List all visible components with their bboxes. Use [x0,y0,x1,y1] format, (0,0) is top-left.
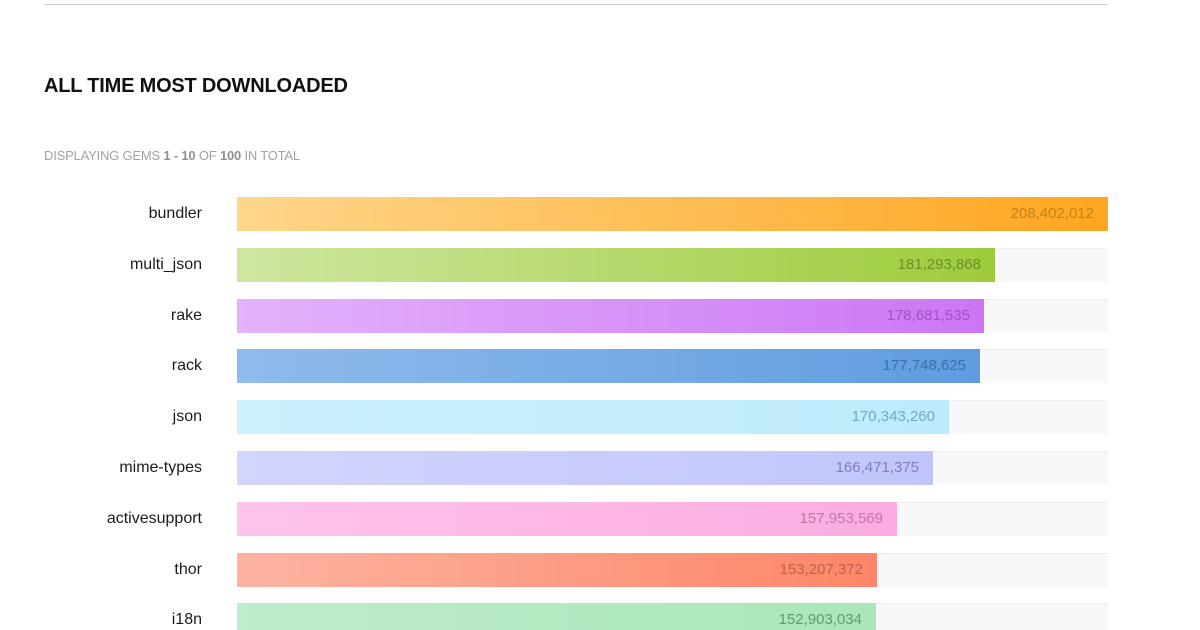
gem-row: multi_json 181,293,868 [0,247,1200,282]
pagination-of: OF [198,148,217,163]
section-title: ALL TIME MOST DOWNLOADED [44,75,348,97]
download-count: 208,402,012 [1010,205,1094,222]
download-bar-track: 208,402,012 [237,197,1108,231]
download-count: 153,207,372 [779,560,863,578]
gem-name-link[interactable]: activesupport [106,509,202,527]
pagination-prefix: DISPLAYING GEMS [44,148,160,163]
gem-row: rake 178,681,535 [0,298,1200,333]
download-count: 157,953,569 [799,509,883,527]
pagination-total: 100 [219,148,242,163]
download-bar-fill: 152,903,034 [237,603,876,630]
download-bar-track: 178,681,535 [237,298,1108,333]
gem-row: activesupport 157,953,569 [0,501,1200,536]
gem-name-link[interactable]: json [172,408,202,426]
download-count: 181,293,868 [897,255,981,273]
download-bar-fill: 208,402,012 [237,197,1108,231]
download-count: 152,903,034 [778,611,862,629]
download-bar-fill: 157,953,569 [237,501,897,536]
gem-row: i18n 152,903,034 [0,603,1200,630]
gem-name-link[interactable]: i18n [171,611,202,629]
download-count: 170,343,260 [851,408,935,426]
gem-name-link[interactable]: bundler [148,205,202,222]
download-bar-track: 170,343,260 [237,400,1108,435]
download-bar-fill: 178,681,535 [237,298,984,333]
pagination-info: DISPLAYING GEMS 1 - 10 OF 100 IN TOTAL [44,148,300,163]
download-bar-track: 153,207,372 [237,552,1108,587]
download-count: 177,748,625 [882,357,966,375]
download-count: 178,681,535 [886,306,970,324]
pagination-range: 1 - 10 [163,148,196,163]
gem-row: rack 177,748,625 [0,349,1200,384]
gem-row: json 170,343,260 [0,400,1200,435]
gem-name-link[interactable]: multi_json [129,255,202,273]
gem-name-link[interactable]: thor [174,560,202,578]
download-count: 166,471,375 [835,459,919,476]
download-bar-fill: 177,748,625 [237,349,980,384]
download-bar-track: 157,953,569 [237,501,1108,536]
top-divider [44,4,1108,5]
gem-row: mime-types 166,471,375 [0,451,1200,485]
gem-name-link[interactable]: mime-types [119,459,202,476]
download-bar-track: 152,903,034 [237,603,1108,630]
download-bar-track: 166,471,375 [237,451,1108,485]
gem-name-link[interactable]: rake [170,306,202,324]
gem-row: thor 153,207,372 [0,552,1200,587]
download-bar-fill: 153,207,372 [237,552,877,587]
download-bar-fill: 181,293,868 [237,247,995,282]
download-bar-fill: 166,471,375 [237,451,933,485]
download-bar-track: 177,748,625 [237,349,1108,384]
gem-name-link[interactable]: rack [171,357,202,375]
gem-row: bundler 208,402,012 [0,197,1200,231]
download-bar-fill: 170,343,260 [237,400,949,435]
pagination-suffix: IN TOTAL [244,148,300,163]
download-bar-track: 181,293,868 [237,247,1108,282]
